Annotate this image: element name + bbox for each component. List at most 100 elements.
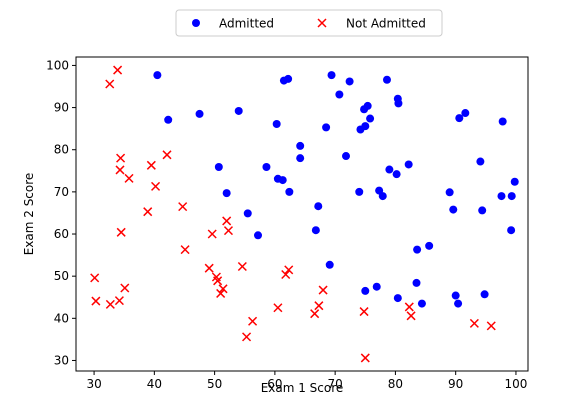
admitted-point [507, 192, 516, 201]
not-admitted-point [204, 263, 214, 273]
x-tick-label: 40 [147, 377, 162, 391]
admitted-point [311, 226, 320, 235]
admitted-point [285, 187, 294, 196]
admitted-point [455, 114, 464, 123]
y-axis-label: Exam 2 Score [22, 173, 36, 256]
legend-marker-not-admitted [317, 18, 327, 28]
y-axis: 30 40 50 60 70 80 90 100 [46, 58, 76, 367]
admitted-point [449, 205, 458, 214]
admitted-point [392, 170, 401, 179]
not-admitted-point [222, 216, 232, 226]
x-tick-label: 30 [86, 377, 101, 391]
admitted-point [507, 226, 516, 235]
not-admitted-point [359, 307, 369, 317]
not-admitted-point [310, 309, 320, 319]
admitted-point [164, 115, 173, 124]
x-tick-label: 100 [504, 377, 527, 391]
admitted-point [497, 192, 506, 201]
not-admitted-point [180, 245, 190, 255]
not-admitted-point [218, 284, 228, 294]
not-admitted-point [90, 273, 100, 283]
not-admitted-point [248, 316, 258, 326]
admitted-point [314, 202, 323, 211]
not-admitted-point [105, 79, 115, 89]
not-admitted-point [404, 302, 414, 312]
admitted-point [451, 291, 460, 300]
y-tick-label: 100 [46, 58, 69, 72]
admitted-point [498, 117, 507, 126]
legend-label-not-admitted: Not Admitted [346, 17, 426, 31]
not-admitted-point [146, 160, 156, 170]
admitted-point [272, 120, 281, 129]
not-admitted-point [105, 299, 115, 309]
admitted-point [345, 77, 354, 86]
admitted-point [322, 123, 331, 132]
not-admitted-point [178, 202, 188, 212]
not-admitted-point [116, 227, 126, 237]
admitted-point [413, 245, 422, 254]
not-admitted-point [281, 269, 291, 280]
admitted-point [234, 106, 243, 115]
admitted-point [284, 74, 293, 83]
not-admitted-point [237, 261, 247, 272]
admitted-point [335, 90, 344, 99]
admitted-point [382, 75, 391, 84]
not-admitted-point [116, 153, 126, 163]
y-tick-label: 80 [54, 143, 69, 157]
not-admitted-point [406, 311, 416, 321]
admitted-point [278, 176, 287, 185]
admitted-point [361, 122, 370, 131]
y-tick-label: 60 [54, 227, 69, 241]
admitted-point [425, 241, 434, 250]
not-admitted-point [124, 173, 134, 183]
not-admitted-point [486, 321, 496, 331]
not-admitted-point [162, 150, 172, 160]
admitted-point [222, 189, 231, 198]
admitted-point [385, 165, 394, 174]
admitted-point [372, 282, 381, 291]
not-admitted-point [284, 265, 294, 275]
admitted-point [214, 163, 223, 172]
admitted-point [296, 141, 305, 150]
not-admitted-point [113, 65, 123, 75]
legend-marker-admitted [192, 19, 200, 27]
admitted-point [366, 114, 375, 123]
not-admitted-point [314, 301, 324, 311]
admitted-point [262, 163, 271, 172]
admitted-point [461, 109, 470, 118]
plot-area [75, 56, 529, 372]
not-admitted-point [207, 229, 217, 239]
not-admitted-point [469, 318, 479, 328]
y-tick-label: 30 [54, 353, 69, 367]
admitted-point [510, 177, 519, 186]
not-admitted-point [120, 283, 130, 293]
admitted-point [378, 192, 387, 201]
admitted-point [296, 154, 305, 163]
not-admitted-point [242, 332, 252, 342]
x-axis-label: Exam 1 Score [261, 381, 344, 395]
not-admitted-point [151, 181, 161, 191]
admitted-point [445, 188, 454, 197]
y-tick-label: 70 [54, 185, 69, 199]
not-admitted-point [223, 226, 234, 236]
legend-label-admitted: Admitted [219, 17, 274, 31]
y-tick-label: 50 [54, 269, 69, 283]
admitted-point [480, 290, 489, 299]
admitted-point [341, 152, 350, 161]
admitted-point [363, 101, 372, 110]
x-axis: 30 40 50 60 70 80 90 100 [86, 371, 527, 391]
admitted-point [454, 299, 463, 308]
not-admitted-point [216, 288, 226, 298]
admitted-point [195, 109, 204, 118]
legend-box [175, 9, 443, 37]
y-tick-label: 40 [54, 311, 69, 325]
legend: Admitted Not Admitted [175, 9, 443, 37]
not-admitted-point [213, 276, 223, 286]
not-admitted-point [91, 296, 101, 306]
admitted-point [476, 157, 485, 166]
admitted-point [355, 187, 364, 196]
x-tick-label: 60 [267, 377, 282, 391]
not-admitted-point [318, 285, 328, 295]
x-tick-label: 50 [207, 377, 222, 391]
